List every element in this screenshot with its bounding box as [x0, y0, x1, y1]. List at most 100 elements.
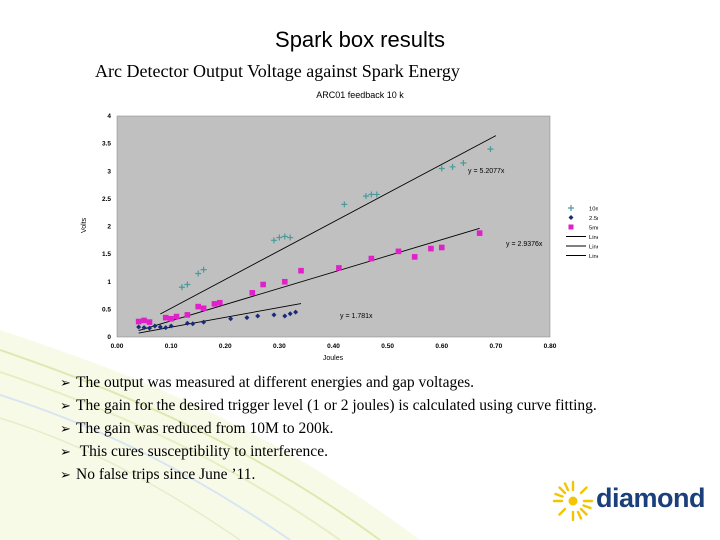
data-point — [460, 159, 467, 166]
data-point — [200, 266, 207, 273]
legend-label: Linear (2.5mm 10 kV) — [589, 245, 598, 251]
data-point — [178, 284, 185, 291]
x-axis-label: Joules — [323, 355, 344, 362]
data-point — [373, 191, 380, 198]
y-axis-label: Volts — [81, 217, 88, 233]
equation-label-10mm: y = 5.2077x — [468, 168, 505, 175]
data-point — [282, 313, 288, 319]
data-point — [438, 165, 445, 172]
diamond-logo: diamond — [552, 476, 706, 526]
data-point — [287, 234, 294, 241]
y-tick-label: 0 — [107, 334, 111, 341]
data-point — [336, 265, 342, 271]
data-point — [136, 324, 142, 330]
x-tick-label: 0.30 — [273, 343, 286, 350]
data-point — [368, 191, 375, 198]
bullet-arrow-icon: ➢ — [60, 445, 71, 460]
spark-energy-chart: ARC01 feedback 10 k 0.00 0.10 0.20 0.30 0.40… — [81, 90, 598, 362]
bullet-arrow-icon: ➢ — [60, 468, 71, 483]
data-point — [195, 303, 201, 310]
data-point — [276, 234, 283, 241]
data-point — [141, 317, 147, 324]
data-point — [168, 323, 174, 329]
data-point — [487, 146, 494, 153]
data-point — [184, 320, 190, 326]
data-point — [281, 278, 288, 285]
data-point — [438, 244, 445, 251]
data-point — [476, 230, 483, 236]
x-tick-label: 0.40 — [327, 343, 340, 350]
equation-label-5mm: y = 2.9376x — [506, 241, 543, 248]
trendline — [160, 135, 497, 315]
data-point — [157, 324, 163, 330]
slide-subtitle: Arc Detector Output Voltage against Spar… — [95, 61, 460, 81]
x-tick-label: 0.10 — [165, 343, 178, 350]
legend-label: 10mm 13.4 kV — [589, 207, 598, 213]
y-tick-label: 1.5 — [102, 251, 111, 258]
data-point — [271, 312, 277, 318]
data-point — [395, 248, 402, 255]
logo-wordmark: diamond — [596, 483, 706, 513]
y-tick-label: 2 — [107, 224, 111, 231]
data-point — [200, 305, 207, 312]
x-tick-label: 0.50 — [381, 343, 394, 350]
y-tick-label: 0.5 — [102, 306, 111, 313]
data-point — [449, 163, 456, 170]
data-point — [249, 290, 256, 296]
y-tick-label: 3.5 — [102, 141, 111, 148]
data-point — [195, 270, 202, 277]
legend-label: 2.5mm 10 kV — [589, 216, 598, 222]
legend-marker — [568, 205, 574, 211]
x-axis-ticks: 0.00 0.10 0.20 0.30 0.40 0.50 0.60 0.70 0.80 — [111, 343, 557, 350]
data-point — [362, 193, 369, 200]
bullet-item: ➢ The gain for the desired trigger level … — [60, 395, 597, 418]
bullet-item: ➢ No false trips since June ’11. — [60, 464, 597, 487]
data-points — [135, 146, 494, 331]
data-point — [184, 281, 191, 288]
data-point — [368, 255, 375, 262]
x-tick-label: 0.20 — [219, 343, 232, 350]
bullet-arrow-icon: ➢ — [60, 422, 71, 437]
y-axis-ticks: 0 0.5 1 1.5 2 2.5 3 3.5 4 — [102, 113, 111, 341]
bullet-item: ➢ The output was measured at different en… — [60, 372, 597, 395]
legend-marker — [568, 215, 574, 220]
data-point — [287, 311, 293, 317]
chart-legend: 10mm 13.4 kV 2.5mm 10 kV 5mm 7 kV Linear (1… — [566, 205, 598, 260]
bullet-list: ➢ The output was measured at different en… — [60, 372, 597, 487]
data-point — [173, 313, 180, 320]
plot-area — [116, 115, 551, 338]
data-point — [217, 299, 223, 306]
bullet-item: ➢ This cures susceptibility to interfere… — [60, 441, 597, 464]
data-point — [428, 245, 434, 252]
data-point — [135, 318, 142, 325]
data-point — [244, 315, 250, 321]
bullet-arrow-icon: ➢ — [60, 399, 71, 414]
data-point — [146, 319, 153, 325]
data-point — [411, 254, 418, 260]
data-point — [163, 325, 169, 331]
data-point — [255, 313, 261, 319]
data-point — [260, 281, 266, 288]
bullet-item: ➢ The gain was reduced from 10M to 200k. — [60, 418, 597, 441]
data-point — [228, 316, 234, 322]
data-point — [293, 309, 299, 315]
bullet-arrow-icon: ➢ — [60, 376, 71, 391]
data-point — [184, 312, 191, 318]
legend-label: 5mm 7 kV — [589, 226, 598, 232]
y-tick-label: 3 — [107, 168, 111, 175]
x-tick-label: 0.70 — [490, 343, 503, 350]
trendline — [138, 227, 480, 331]
chart-title: ARC01 feedback 10 k — [316, 90, 404, 100]
slide-title: Spark box results — [275, 27, 445, 52]
data-point — [341, 201, 348, 208]
data-point — [201, 319, 207, 325]
data-point — [141, 325, 147, 331]
data-point — [298, 267, 304, 274]
data-point — [162, 314, 169, 321]
data-point — [281, 233, 288, 240]
legend-label: Linear (5mm 7 kV) — [589, 254, 598, 260]
data-point — [168, 315, 174, 322]
x-tick-label: 0.00 — [111, 343, 124, 350]
data-point — [190, 321, 196, 327]
y-tick-label: 1 — [107, 279, 111, 286]
